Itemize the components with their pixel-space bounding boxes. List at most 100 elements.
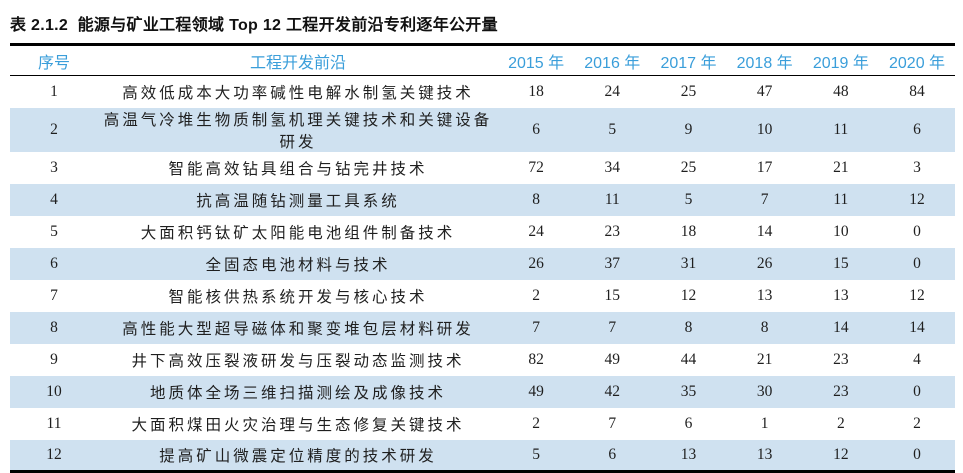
value-cell: 2	[836, 414, 845, 432]
table-row: 1 高效低成本大功率碱性电解水制氢关键技术 18 24 25 47 48 84	[10, 76, 955, 108]
row-index-cell: 2	[50, 120, 58, 138]
col-header-year-2016: 2016 年	[584, 54, 641, 72]
value-cell: 30	[756, 382, 773, 400]
value-cell: 18	[528, 82, 544, 100]
row-index-cell: 1	[50, 82, 58, 100]
row-index-cell: 3	[50, 158, 58, 176]
value-cell: 14	[756, 222, 773, 240]
value-cell: 11	[833, 120, 849, 138]
frontier-cell: 全固态电池材料与技术	[205, 256, 391, 274]
col-header-year-2017: 2017 年	[660, 54, 717, 72]
value-cell: 82	[528, 350, 544, 368]
value-cell: 6	[608, 445, 617, 463]
value-cell: 9	[684, 120, 693, 138]
value-cell: 37	[604, 254, 621, 272]
value-cell: 2	[532, 414, 540, 432]
frontier-cell: 高效低成本大功率碱性电解水制氢关键技术	[122, 84, 474, 102]
value-cell: 84	[909, 82, 925, 100]
row-index-cell: 10	[46, 382, 62, 400]
table-row: 5 大面积钙钛矿太阳能电池组件制备技术 24 23 18 14 10 0	[10, 216, 955, 248]
table-row: 2 高温气冷堆生物质制氢机理关键技术和关键设备研发 6 5 9 10 11 6	[10, 107, 956, 152]
row-index-cell: 12	[46, 445, 62, 463]
value-cell: 6	[532, 120, 540, 138]
value-cell: 8	[760, 318, 769, 336]
value-cell: 14	[833, 318, 849, 336]
value-cell: 0	[913, 222, 921, 240]
row-index-cell: 11	[46, 414, 62, 432]
col-header-year-2020: 2020 年	[889, 54, 946, 72]
value-cell: 49	[528, 382, 544, 400]
table-row: 4 抗高温随钻测量工具系统 8 11 5 7 11 12	[10, 183, 956, 216]
value-cell: 42	[604, 382, 621, 400]
value-cell: 23	[604, 222, 621, 240]
value-cell: 18	[680, 222, 697, 240]
value-cell: 12	[680, 286, 697, 304]
value-cell: 21	[833, 158, 849, 176]
frontier-cell: 智能核供热系统开发与核心技术	[168, 288, 428, 306]
patent-table: 序号 工程开发前沿 2015 年 2016 年 2017 年 2018 年 20…	[10, 43, 956, 473]
value-cell: 1	[760, 414, 769, 432]
col-header-frontier: 工程开发前沿	[249, 54, 346, 72]
value-cell: 13	[756, 445, 773, 463]
value-cell: 12	[909, 286, 925, 304]
value-cell: 44	[680, 350, 697, 368]
value-cell: 13	[680, 445, 697, 463]
value-cell: 25	[680, 158, 697, 176]
value-cell: 7	[608, 318, 617, 336]
value-cell: 7	[532, 318, 540, 336]
row-index-cell: 5	[50, 222, 58, 240]
value-cell: 34	[604, 158, 621, 176]
value-cell: 10	[756, 120, 773, 138]
table-row: 12 提高矿山微震定位精度的技术研发 5 6 13 13 12 0	[10, 439, 956, 472]
value-cell: 12	[909, 190, 925, 208]
value-cell: 0	[913, 445, 921, 463]
value-cell: 49	[604, 350, 621, 368]
table-title: 表 2.1.2 能源与矿业工程领域 Top 12 工程开发前沿专利逐年公开量	[10, 17, 498, 34]
value-cell: 21	[756, 350, 773, 368]
value-cell: 14	[909, 318, 925, 336]
value-cell: 72	[528, 158, 544, 176]
value-cell: 5	[608, 120, 617, 138]
value-cell: 47	[756, 82, 773, 100]
value-cell: 7	[608, 414, 617, 432]
row-index-cell: 8	[50, 318, 58, 336]
table-row: 6 全固态电池材料与技术 26 37 31 26 15 0	[10, 247, 956, 280]
value-cell: 5	[684, 190, 693, 208]
value-cell: 23	[833, 382, 849, 400]
value-cell: 17	[756, 158, 773, 176]
value-cell: 13	[833, 286, 849, 304]
value-cell: 6	[684, 414, 693, 432]
frontier-cell: 地质体全场三维扫描测绘及成像技术	[149, 384, 446, 402]
table-row: 3 智能高效钻具组合与钻完井技术 72 34 25 17 21 3	[10, 152, 955, 184]
row-index-cell: 4	[50, 190, 58, 208]
col-header-year-2018: 2018 年	[736, 54, 793, 72]
frontier-cell: 智能高效钻具组合与钻完井技术	[168, 160, 428, 178]
table-row: 10 地质体全场三维扫描测绘及成像技术 49 42 35 30 23 0	[10, 375, 956, 408]
value-cell: 0	[913, 382, 921, 400]
col-header-index: 序号	[37, 54, 70, 72]
value-cell: 5	[532, 445, 540, 463]
value-cell: 24	[604, 82, 621, 100]
value-cell: 2	[532, 286, 540, 304]
value-cell: 8	[532, 190, 540, 208]
value-cell: 35	[680, 382, 697, 400]
table-row: 8 高性能大型超导磁体和聚变堆包层材料研发 7 7 8 8 14 14	[10, 311, 956, 344]
value-cell: 10	[833, 222, 849, 240]
value-cell: 48	[833, 82, 849, 100]
value-cell: 6	[913, 120, 921, 138]
value-cell: 2	[913, 414, 921, 432]
value-cell: 24	[528, 222, 544, 240]
value-cell: 25	[680, 82, 697, 100]
row-index-cell: 6	[50, 254, 58, 272]
value-cell: 11	[604, 190, 620, 208]
frontier-cell: 大面积煤田火灾治理与生态修复关键技术	[131, 416, 465, 434]
value-cell: 15	[833, 254, 849, 272]
frontier-cell: 提高矿山微震定位精度的技术研发	[159, 447, 437, 465]
row-index-cell: 7	[50, 286, 58, 304]
frontier-cell: 高温气冷堆生物质制氢机理关键技术和关键设备研发	[103, 111, 493, 151]
value-cell: 4	[913, 350, 921, 368]
row-index-cell: 9	[50, 350, 58, 368]
value-cell: 26	[756, 254, 773, 272]
table-row: 11 大面积煤田火灾治理与生态修复关键技术 2 7 6 1 2 2	[10, 408, 955, 440]
